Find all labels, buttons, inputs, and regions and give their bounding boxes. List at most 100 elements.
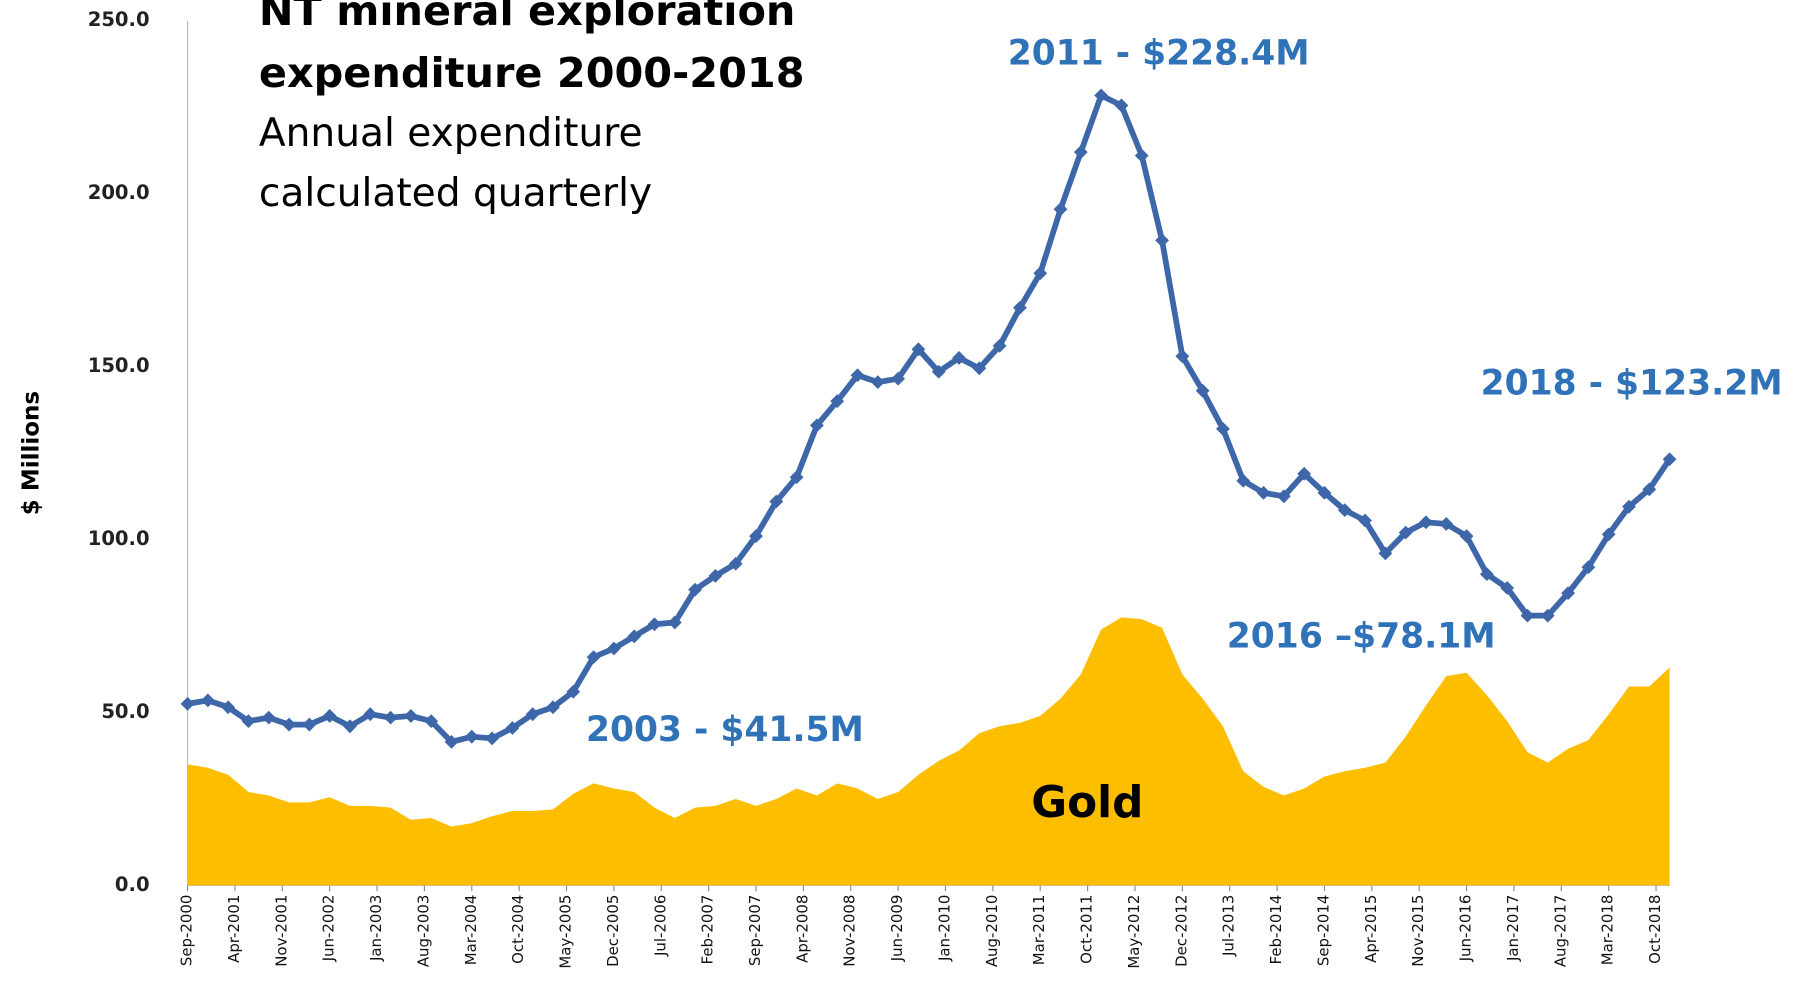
annotation: 2011 - $228.4M — [1008, 34, 1310, 74]
x-tick-label: Mar-2011 — [1030, 895, 1048, 966]
marker — [383, 710, 398, 725]
x-tick-label: Sep-2014 — [1314, 895, 1332, 967]
x-tick-label: Apr-2008 — [793, 895, 811, 963]
x-tick-label: Oct-2004 — [509, 895, 527, 964]
marker — [972, 361, 987, 376]
marker — [505, 721, 520, 735]
marker — [322, 709, 337, 723]
marker — [931, 364, 946, 379]
y-tick-label: 100.0 — [88, 527, 150, 550]
x-tick-label: Nov-2001 — [272, 895, 290, 967]
x-tick-label: Nov-2015 — [1409, 895, 1427, 967]
marker — [1256, 485, 1271, 500]
marker — [180, 696, 195, 711]
y-axis-label: $ Millions — [19, 391, 45, 515]
marker — [708, 568, 723, 583]
annotation: 2018 - $123.2M — [1481, 364, 1783, 404]
x-tick-label: Sep-2007 — [746, 895, 764, 967]
marker — [1297, 466, 1312, 481]
x-tick-label: Jul-2013 — [1220, 895, 1238, 957]
x-tick-label: Aug-2017 — [1551, 895, 1569, 968]
marker — [1317, 485, 1332, 500]
y-tick-label: 0.0 — [115, 873, 150, 896]
marker — [891, 371, 906, 386]
y-tick-label: 200.0 — [88, 181, 150, 204]
marker — [1216, 421, 1230, 436]
marker — [952, 351, 966, 365]
x-tick-label: Apr-2015 — [1362, 895, 1380, 963]
marker — [1236, 473, 1251, 488]
x-tick-label: Nov-2008 — [841, 895, 859, 967]
x-tick-label: Sep-2000 — [178, 895, 196, 967]
x-tick-label: Apr-2001 — [225, 895, 243, 963]
marker — [343, 719, 357, 734]
chart-subtitle: calculated quarterly — [259, 171, 652, 216]
marker — [241, 714, 256, 729]
x-tick-label: Feb-2007 — [699, 895, 717, 965]
series-label: Gold — [1031, 777, 1143, 828]
marker — [1276, 489, 1291, 504]
marker — [1581, 560, 1596, 575]
marker — [1662, 452, 1677, 467]
x-tick-label: Jun-2002 — [320, 895, 338, 963]
marker — [1622, 499, 1636, 514]
x-tick-label: Dec-2012 — [1172, 895, 1190, 967]
marker — [606, 641, 621, 656]
marker — [810, 418, 824, 433]
annotation: 2003 - $41.5M — [586, 710, 864, 750]
marker — [789, 470, 804, 485]
marker — [1175, 349, 1190, 364]
x-tick-label: Aug-2003 — [414, 895, 432, 968]
marker — [1520, 608, 1535, 623]
marker — [221, 700, 236, 715]
marker — [1013, 300, 1027, 315]
marker — [830, 394, 845, 409]
marker — [1540, 608, 1555, 623]
marker — [992, 338, 1007, 353]
marker — [282, 717, 296, 732]
x-tick-label: Jan-2017 — [1504, 895, 1522, 962]
marker — [769, 494, 784, 509]
marker — [1439, 517, 1454, 531]
marker — [464, 729, 479, 744]
marker — [1053, 202, 1068, 217]
x-tick-label: Jun-2009 — [888, 895, 906, 963]
marker — [546, 700, 560, 715]
x-tick-label: Aug-2010 — [983, 895, 1001, 968]
marker — [444, 734, 459, 749]
marker — [667, 615, 682, 630]
x-tick-label: Oct-2011 — [1078, 895, 1096, 964]
x-tick-label: May-2005 — [557, 895, 575, 969]
area — [187, 617, 1670, 886]
marker — [627, 629, 642, 644]
x-tick-label: Feb-2014 — [1267, 895, 1285, 965]
marker — [261, 710, 276, 725]
marker — [1337, 503, 1352, 518]
marker — [1419, 515, 1433, 530]
marker — [586, 650, 601, 665]
x-tick-label: Mar-2018 — [1599, 895, 1617, 966]
marker — [728, 556, 743, 571]
marker — [870, 375, 885, 390]
y-tick-label: 50.0 — [101, 700, 149, 723]
chart-title: expenditure 2000-2018 — [259, 49, 805, 97]
y-tick-label: 150.0 — [88, 354, 150, 377]
x-tick-label: Jul-2006 — [651, 895, 669, 957]
x-tick-label: May-2012 — [1125, 895, 1143, 969]
marker — [200, 693, 215, 708]
chart-title: NT mineral exploration — [259, 0, 796, 35]
marker — [1134, 148, 1149, 163]
marker — [1642, 482, 1657, 497]
x-tick-label: Jan-2010 — [935, 895, 953, 962]
plot-area: 0.0 50.0 100.0 150.0 200.0 250.0 Sep-2000 Apr-2… — [88, 8, 1677, 969]
marker — [302, 717, 317, 732]
marker — [1155, 233, 1169, 248]
x-tick-label: Jan-2003 — [367, 895, 385, 962]
x-tick-label: Mar-2004 — [462, 895, 480, 966]
x-tick-label: Jun-2016 — [1457, 895, 1475, 963]
marker — [424, 714, 439, 729]
x-tick-label: Dec-2005 — [604, 895, 622, 967]
marker — [485, 731, 499, 746]
marker — [1358, 513, 1372, 528]
